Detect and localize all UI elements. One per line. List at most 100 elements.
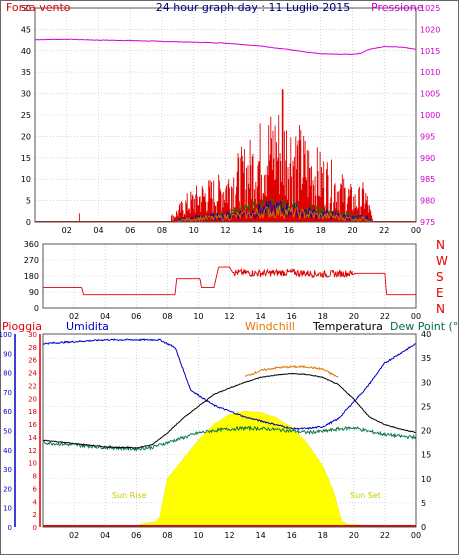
- rain-y-tick-label: 30: [28, 331, 37, 339]
- wind-x-tick-label: 22: [379, 226, 389, 235]
- wind-y-tick-label: 25: [21, 111, 31, 120]
- chart-title: 24 hour graph day : 11 Luglio 2015: [156, 1, 351, 14]
- temperature-x-tick-label: 14: [255, 531, 265, 540]
- pressure-y-tick-label: 1010: [420, 68, 440, 77]
- rain-y-tick-label: 8: [33, 473, 37, 481]
- rain-y-tick-label: 24: [28, 370, 37, 378]
- direction-x-tick-label: 04: [100, 312, 110, 321]
- pressure-y-tick-label: 995: [420, 132, 435, 141]
- direction-x-tick-label: 06: [131, 312, 141, 321]
- temperature-y-tick-label: 30: [421, 378, 431, 387]
- temperature-x-tick-label: 08: [162, 531, 172, 540]
- pressure-y-tick-label: 975: [420, 218, 435, 227]
- temperature-x-tick-label: 16: [287, 531, 297, 540]
- sunrise-label: Sun Rise: [112, 491, 147, 500]
- humidity-y-tick-label: 10: [3, 505, 12, 513]
- wind-x-tick-label: 08: [157, 226, 167, 235]
- rain-axis-label: Pioggia: [2, 320, 42, 333]
- humidity-y-tick-label: 70: [3, 389, 12, 397]
- temperature-y-tick-label: 25: [421, 402, 431, 411]
- direction-x-tick-label: 18: [318, 312, 328, 321]
- pressure-y-tick-label: 985: [420, 175, 435, 184]
- direction-x-tick-label: 12: [224, 312, 234, 321]
- wind-y-tick-label: 35: [21, 68, 31, 77]
- direction-x-tick-label: 02: [69, 312, 79, 321]
- wind-x-tick-label: 04: [93, 226, 103, 235]
- wind-y-tick-label: 15: [21, 154, 31, 163]
- pressure-y-tick-label: 1025: [420, 4, 440, 13]
- temperature-y-tick-label: 35: [421, 354, 431, 363]
- temperature-y-tick-label: 0: [421, 523, 426, 532]
- direction-x-tick-label: 16: [287, 312, 297, 321]
- pressure-y-tick-label: 1020: [420, 25, 440, 34]
- temperature-x-tick-label: 20: [349, 531, 359, 540]
- wind-pressure-plot-frame: [34, 7, 417, 223]
- direction-label-w: W: [436, 254, 448, 268]
- humidity-y-tick-label: 30: [3, 466, 12, 474]
- humidity-y-tick-label: 40: [3, 447, 12, 455]
- direction-label-n-top: N: [436, 238, 445, 252]
- wind-x-tick-label: 16: [284, 226, 294, 235]
- rain-y-tick-label: 26: [28, 357, 37, 365]
- wind-x-tick-label: 12: [220, 226, 230, 235]
- rain-y-tick-label: 6: [33, 485, 38, 493]
- humidity-y-tick-label: 100: [0, 331, 12, 339]
- temperature-x-tick-label: 04: [100, 531, 110, 540]
- direction-x-tick-label: 00: [411, 312, 421, 321]
- direction-label-n-bottom: N: [436, 302, 445, 316]
- pressure-y-tick-label: 1015: [420, 47, 440, 56]
- rain-y-tick-label: 4: [33, 498, 38, 506]
- direction-y-tick-label: 360: [24, 240, 39, 249]
- humidity-y-tick-label: 50: [3, 428, 12, 436]
- wind-y-tick-label: 30: [21, 90, 31, 99]
- direction-x-tick-label: 10: [193, 312, 203, 321]
- pressure-y-tick-label: 1000: [420, 111, 440, 120]
- temperature-plot-frame: [42, 333, 417, 528]
- temperature-x-tick-label: 06: [131, 531, 141, 540]
- windchill-legend: Windchill: [245, 320, 295, 333]
- rain-y-tick-label: 2: [33, 511, 37, 519]
- humidity-y-tick-label: 20: [3, 485, 12, 493]
- sunset-label: Sun Set: [350, 491, 381, 500]
- wind-y-tick-label: 10: [21, 175, 31, 184]
- direction-x-tick-label: 22: [380, 312, 390, 321]
- temperature-x-tick-label: 22: [380, 531, 390, 540]
- temperature-x-tick-label: 18: [318, 531, 328, 540]
- rain-y-tick-label: 28: [28, 344, 37, 352]
- wind-direction-line: [43, 266, 416, 296]
- rain-y-tick-label: 12: [28, 447, 37, 455]
- temperature-y-tick-label: 10: [421, 475, 431, 484]
- wind-y-tick-label: 20: [21, 132, 31, 141]
- direction-y-tick-label: 90: [29, 288, 39, 297]
- pressure-axis-label: Pressione: [371, 1, 424, 14]
- dewpoint-legend: Dew Point (°C: [390, 320, 459, 333]
- rain-y-tick-label: 0: [33, 524, 37, 532]
- direction-y-tick-label: 270: [24, 256, 39, 265]
- humidity-y-tick-label: 60: [3, 408, 12, 416]
- direction-label-s: S: [436, 270, 444, 284]
- rain-y-tick-label: 10: [28, 460, 37, 468]
- pressure-y-tick-label: 980: [420, 197, 435, 206]
- wind-y-tick-label: 45: [21, 25, 31, 34]
- temperature-y-tick-label: 40: [421, 330, 431, 339]
- wind-x-tick-label: 06: [125, 226, 135, 235]
- temperature-humidity-panel: 02 04 06 08 10 12 14 16 18 20 22 000102030405060708…: [0, 320, 459, 540]
- direction-x-tick-label: 20: [349, 312, 359, 321]
- temperature-x-tick-label: 10: [193, 531, 203, 540]
- wind-pressure-panel: 02 04 06 08 10 12 14 16 18 20 22 000510152025303540…: [6, 1, 440, 235]
- wind-y-tick-label: 40: [21, 47, 31, 56]
- humidity-y-tick-label: 90: [3, 350, 12, 358]
- temperature-y-tick-label: 15: [421, 451, 431, 460]
- wind-y-tick-label: 5: [26, 197, 31, 206]
- humidity-series-line: [42, 338, 417, 430]
- temperature-legend: Temperatura: [312, 320, 383, 333]
- temperature-y-tick-label: 5: [421, 499, 426, 508]
- rain-y-tick-label: 22: [28, 382, 37, 390]
- wind-y-tick-label: 0: [26, 218, 31, 227]
- wind-axis-label: Forza vento: [6, 1, 71, 14]
- wind-direction-plot-frame: [42, 243, 417, 309]
- wind-y-tick-label: 50: [21, 4, 31, 13]
